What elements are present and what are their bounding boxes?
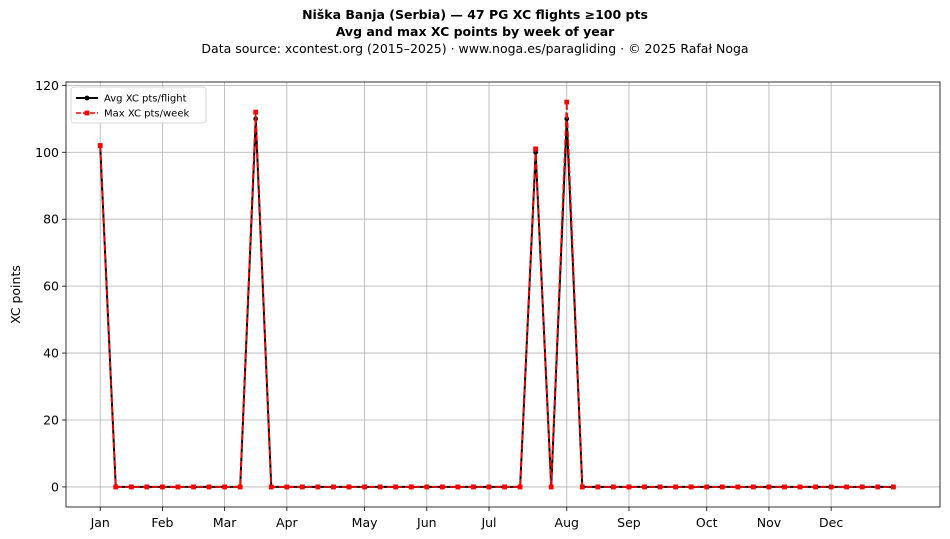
y-axis-label: XC points [8,265,23,324]
x-tick-label: Dec [819,515,843,530]
data-point-max [315,484,321,490]
legend-box [70,86,207,124]
y-tick-label: 20 [43,412,59,427]
data-point-max [346,484,352,490]
legend-label: Avg XC pts/flight [104,94,187,105]
plot-frame [65,81,941,508]
data-point-max [704,484,710,490]
data-point-max [486,484,492,490]
data-point-max [377,484,383,490]
data-point-max [875,484,881,490]
data-point-max [548,484,554,490]
data-point-max [222,484,228,490]
data-point-max [253,109,259,115]
x-tick-label: May [352,515,378,530]
data-point-max [284,484,290,490]
y-tick-label: 40 [43,346,59,361]
data-point-max [471,484,476,490]
data-point-max [517,484,523,490]
x-tick-label: Apr [276,515,298,530]
chart-subtitle: Avg and max XC points by week of year [335,24,615,39]
data-point-max [766,484,772,490]
data-point-max [455,484,461,490]
data-point-max [828,484,834,490]
series-line-avg [99,117,894,488]
y-tick-label: 60 [43,279,59,294]
data-point-max [237,484,243,490]
data-point-max [626,484,632,490]
data-point-max [331,484,336,490]
data-point-max [408,484,414,490]
x-tick-label: Sep [617,515,641,530]
data-point-max [688,484,694,490]
x-tick-label: Oct [696,515,718,530]
chart-title: Niška Banja (Serbia) — 47 PG XC flights … [302,7,648,22]
x-tick-label: Nov [757,515,782,530]
legend-marker [84,110,90,116]
data-point-max [97,143,103,148]
y-tick-label: 80 [43,212,59,227]
data-point-max [424,484,430,490]
data-point-max [719,484,725,490]
data-point-max [206,484,212,490]
data-point-max [144,484,150,490]
data-point-max [113,484,119,490]
data-point-max [502,484,507,490]
y-tick-label: 0 [51,479,59,494]
data-point-max [844,484,850,490]
data-point-max [611,484,616,490]
y-tick-label: 100 [35,145,59,160]
legend-marker [84,95,90,101]
data-point-max [813,484,818,490]
data-point-max [890,484,896,490]
y-tick-label: 120 [35,78,59,93]
data-point-max [673,484,679,490]
x-tick-label: Jun [416,515,437,530]
grid-lines [66,82,940,507]
data-point-max [439,484,445,490]
data-point-max [797,484,803,490]
x-tick-label: Jul [480,515,496,530]
axes: 0 20 40 60 80 100 120 Jan Feb Mar Apr May Jun Jul Aug S… [8,78,941,530]
data-point-max [657,484,663,490]
data-point-max [750,484,756,490]
x-tick-label: Feb [151,515,173,530]
data-point-max [175,484,181,490]
data-point-max [782,484,787,490]
data-point-max [128,484,134,490]
series-line-max [99,101,894,488]
series-layer [97,99,896,490]
chart-title-block: Niška Banja (Serbia) — 47 PG XC flights … [0,6,950,57]
data-point-max [362,484,367,490]
data-point-max [160,484,165,490]
x-tick-label: Aug [555,515,579,530]
x-tick-label: Mar [213,515,237,530]
data-point-max [393,484,399,490]
data-point-max [859,484,865,490]
data-point-max [533,146,539,152]
data-point-max [595,484,601,490]
data-point-max [564,99,570,105]
legend: Avg XC pts/flight Max XC pts/week [70,86,207,124]
data-point-max [299,484,305,490]
data-point-max [191,484,196,490]
legend-label: Max XC pts/week [104,109,189,120]
data-point-max [268,484,274,490]
data-point-max [642,484,647,490]
data-point-max [735,484,741,490]
data-point-max [579,484,585,490]
data-source-note: Data source: xcontest.org (2015–2025) · … [201,41,749,56]
x-tick-label: Jan [90,515,110,530]
